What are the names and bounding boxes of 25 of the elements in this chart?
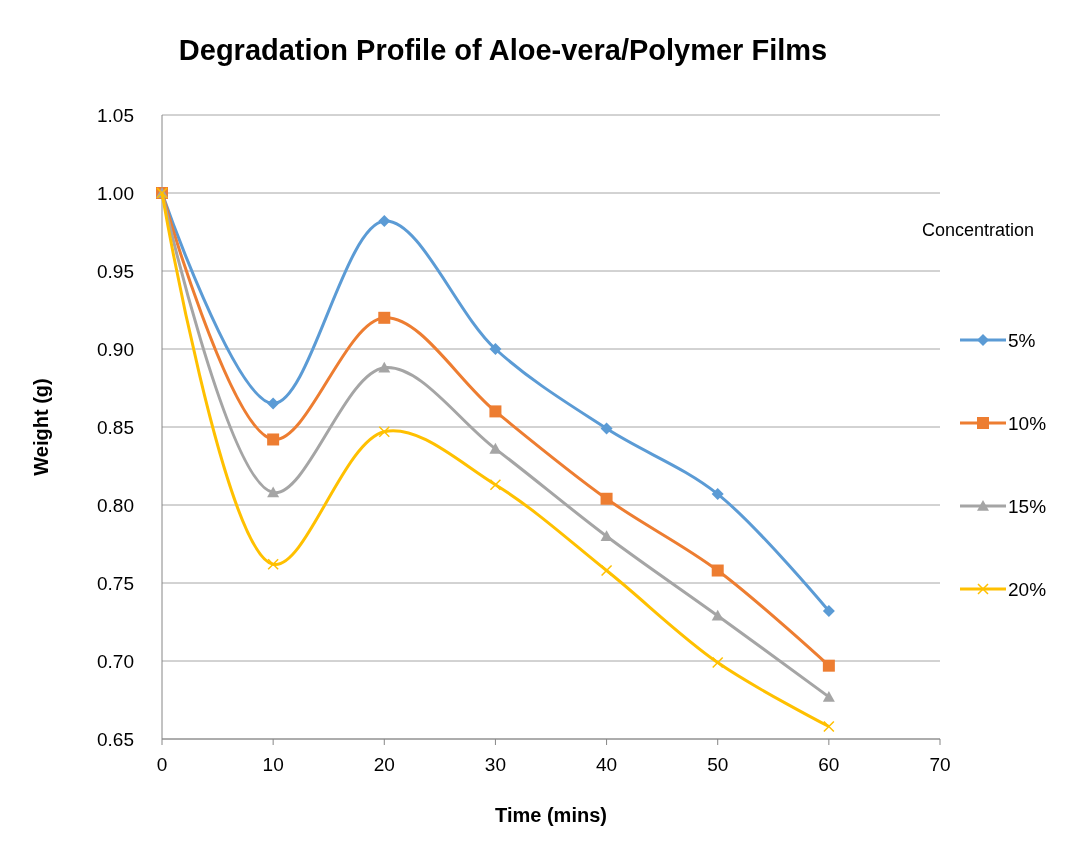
y-tick-label: 1.05 — [97, 105, 134, 126]
x-tick-label: 40 — [596, 754, 618, 775]
y-tick-label: 1.00 — [97, 183, 134, 204]
x-tick-label: 70 — [929, 754, 951, 775]
x-axis-title: Time (mins) — [495, 804, 607, 826]
chart-title: Degradation Profile of Aloe-vera/Polymer Films — [178, 34, 828, 66]
x-tick-label: 50 — [707, 754, 729, 775]
x-tick-label: 60 — [818, 754, 840, 775]
y-tick-label: 0.80 — [97, 495, 134, 516]
legend-title: Concentration — [921, 220, 1035, 240]
legend-label: 10% — [1008, 413, 1047, 434]
x-tick-label: 20 — [373, 754, 395, 775]
x-tick-label: 0 — [156, 754, 168, 775]
y-tick-label: 0.65 — [97, 729, 134, 750]
y-tick-label: 0.95 — [97, 261, 134, 282]
y-tick-label: 0.75 — [97, 573, 134, 594]
legend-label: 15% — [1008, 496, 1047, 517]
y-tick-label: 0.70 — [97, 651, 134, 672]
y-axis-title: Weight (g) — [30, 378, 52, 476]
x-tick-label: 30 — [484, 754, 506, 775]
y-tick-label: 0.90 — [97, 339, 134, 360]
legend-label: 5% — [1008, 330, 1036, 351]
y-tick-label: 0.85 — [97, 417, 134, 438]
x-tick-label: 10 — [262, 754, 284, 775]
legend-label: 20% — [1008, 579, 1047, 600]
